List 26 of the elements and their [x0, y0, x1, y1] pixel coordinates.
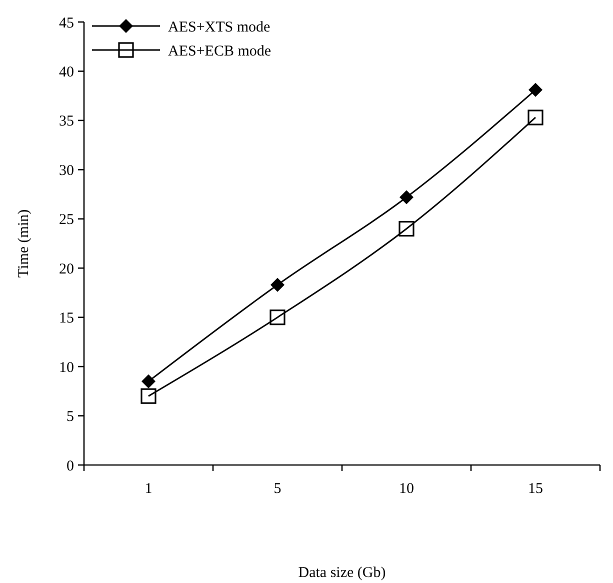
point	[270, 278, 284, 292]
y-tick-label: 35	[59, 114, 74, 130]
x-tick-label: 15	[528, 481, 543, 497]
y-tick-label: 5	[66, 409, 74, 426]
y-tick-label: 0	[66, 458, 74, 474]
point	[140, 388, 156, 404]
y-tick-label: 20	[59, 261, 74, 278]
point	[398, 220, 414, 237]
x-tick-label: 10	[399, 481, 414, 497]
x-axis-title: Data size (Gb)	[298, 565, 386, 581]
y-tick-label: 25	[59, 212, 74, 228]
point	[528, 82, 542, 97]
x-tick-label: 1	[144, 481, 152, 497]
y-axis-title: Time (min)	[16, 209, 32, 278]
point	[400, 190, 414, 204]
point	[270, 310, 286, 326]
point	[142, 374, 156, 388]
x-tick-label: 5	[274, 481, 282, 497]
legend-label: AES+XTS mode	[168, 19, 271, 36]
y-tick-label: 10	[59, 360, 74, 376]
y-tick-label: 40	[59, 64, 74, 80]
y-tick-label: 45	[59, 15, 74, 32]
y-tick-label: 30	[59, 162, 74, 179]
point	[528, 110, 544, 126]
legend-label: AES+ECB mode	[168, 43, 272, 60]
y-tick-label: 15	[59, 310, 74, 327]
